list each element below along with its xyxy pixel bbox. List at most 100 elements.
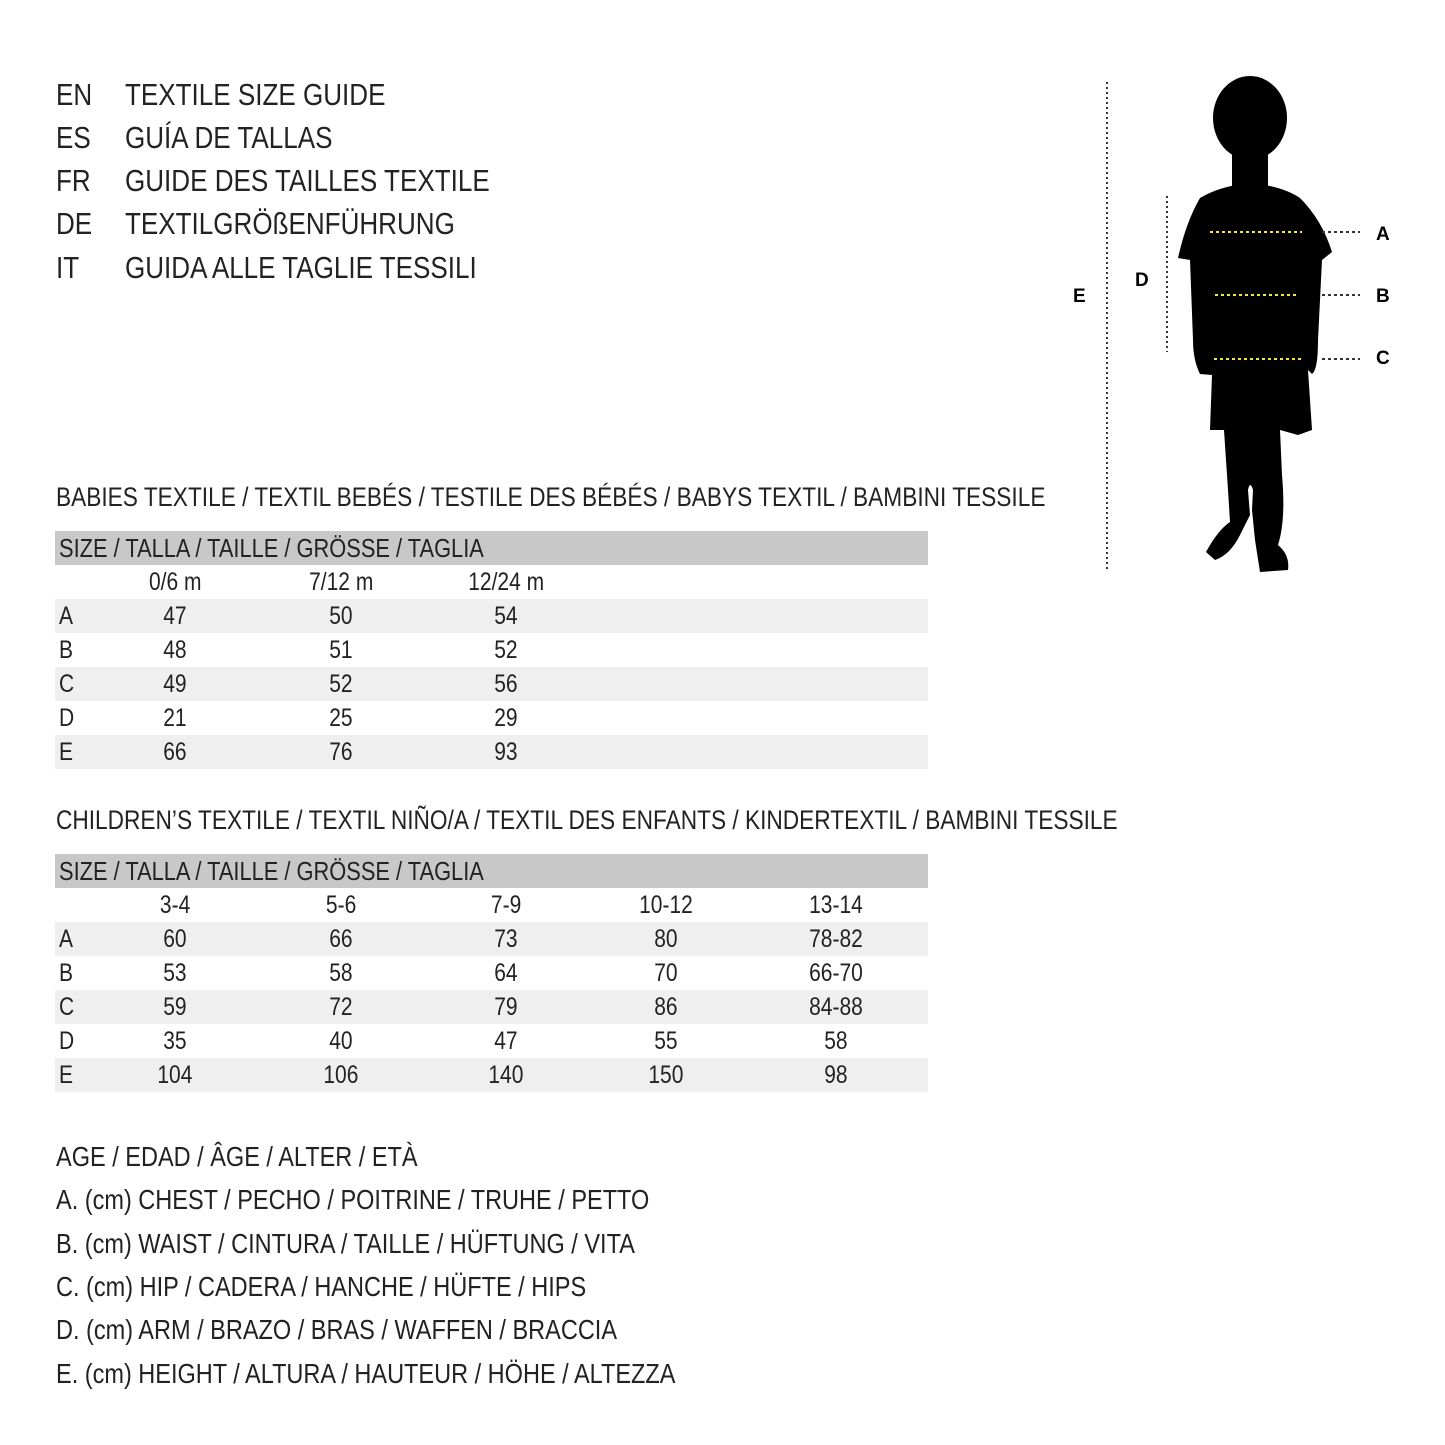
row-label: A bbox=[59, 925, 74, 953]
table-cell: 70 bbox=[596, 956, 736, 990]
title-text: GUIDE DES TAILLES TEXTILE bbox=[125, 163, 490, 198]
table-cell: 35 bbox=[105, 1024, 245, 1058]
row-label: C bbox=[59, 993, 75, 1021]
table-cell: 79 bbox=[436, 990, 576, 1024]
legend-text: A. (cm) CHEST / PECHO / POITRINE / TRUHE… bbox=[56, 1184, 650, 1215]
table-cell: 29 bbox=[436, 701, 576, 735]
child-silhouette-icon bbox=[1178, 76, 1332, 572]
table-row: B 48 51 52 bbox=[55, 633, 928, 667]
babies-heading: BABIES TEXTILE / TEXTIL BEBÉS / TESTILE … bbox=[56, 480, 1234, 514]
legend-text: B. (cm) WAIST / CINTURA / TAILLE / HÜFTU… bbox=[56, 1228, 635, 1259]
cell-value: 60 bbox=[163, 925, 187, 953]
legend-item: B. (cm) WAIST / CINTURA / TAILLE / HÜFTU… bbox=[56, 1226, 745, 1262]
babies-size-table: SIZE / TALLA / TAILLE / GRÖSSE / TAGLIA … bbox=[55, 531, 928, 769]
cell-value: 78-82 bbox=[809, 925, 863, 953]
cell-value: 66 bbox=[329, 925, 353, 953]
cell-value: 29 bbox=[494, 704, 518, 732]
cell-value: 86 bbox=[654, 993, 678, 1021]
table-cell: 66-70 bbox=[766, 956, 906, 990]
heading-text: BABIES TEXTILE / TEXTIL BEBÉS / TESTILE … bbox=[56, 482, 1046, 512]
column-header: 0/6 m bbox=[148, 568, 202, 596]
table-cell: 86 bbox=[596, 990, 736, 1024]
table-cell: 140 bbox=[436, 1058, 576, 1092]
cell-value: 59 bbox=[163, 993, 187, 1021]
cell-value: 140 bbox=[488, 1061, 524, 1089]
row-label: D bbox=[59, 1027, 75, 1055]
table-cell: 98 bbox=[766, 1058, 906, 1092]
cell-value: 47 bbox=[494, 1027, 518, 1055]
size-header-text: SIZE / TALLA / TAILLE / GRÖSSE / TAGLIA bbox=[59, 533, 484, 563]
title-text: TEXTILGRÖßENFÜHRUNG bbox=[125, 206, 455, 241]
row-label: E bbox=[59, 1061, 74, 1089]
table-cell: 84-88 bbox=[766, 990, 906, 1024]
column-header: 5-6 bbox=[325, 891, 357, 919]
table-cell: 80 bbox=[596, 922, 736, 956]
row-label: E bbox=[59, 738, 74, 766]
table-cell: 150 bbox=[596, 1058, 736, 1092]
table-cell: 58 bbox=[766, 1024, 906, 1058]
cell-value: 66-70 bbox=[809, 959, 863, 987]
legend-item: D. (cm) ARM / BRAZO / BRAS / WAFFEN / BR… bbox=[56, 1312, 724, 1348]
cell-value: 40 bbox=[329, 1027, 353, 1055]
cell-value: 55 bbox=[654, 1027, 678, 1055]
table-row: C 49 52 56 bbox=[55, 667, 928, 701]
table-cell: 21 bbox=[105, 701, 245, 735]
column-header: 10-12 bbox=[639, 891, 693, 919]
column-header: 13-14 bbox=[809, 891, 863, 919]
table-cell: 53 bbox=[105, 956, 245, 990]
cell-value: 53 bbox=[163, 959, 187, 987]
cell-value: 50 bbox=[329, 602, 353, 630]
table-cell: 51 bbox=[271, 633, 411, 667]
cell-value: 56 bbox=[494, 670, 518, 698]
size-header-text: SIZE / TALLA / TAILLE / GRÖSSE / TAGLIA bbox=[59, 856, 484, 886]
table-row: E 66 76 93 bbox=[55, 735, 928, 769]
table-cell: 48 bbox=[105, 633, 245, 667]
cell-value: 54 bbox=[494, 602, 518, 630]
table-cell: 73 bbox=[436, 922, 576, 956]
legend-text: C. (cm) HIP / CADERA / HANCHE / HÜFTE / … bbox=[56, 1271, 587, 1302]
table-row: A 47 50 54 bbox=[55, 599, 928, 633]
column-header: 3-4 bbox=[159, 891, 191, 919]
cell-value: 51 bbox=[329, 636, 353, 664]
legend-text: AGE / EDAD / ÂGE / ALTER / ETÀ bbox=[56, 1141, 418, 1172]
cell-value: 106 bbox=[323, 1061, 359, 1089]
row-label: B bbox=[59, 636, 74, 664]
lang-code: ES bbox=[56, 120, 91, 155]
cell-value: 48 bbox=[163, 636, 187, 664]
cell-value: 49 bbox=[163, 670, 187, 698]
table-cell: 54 bbox=[436, 599, 576, 633]
table-cell: 93 bbox=[436, 735, 576, 769]
table-cell: 25 bbox=[271, 701, 411, 735]
legend-text: E. (cm) HEIGHT / ALTURA / HAUTEUR / HÖHE… bbox=[56, 1358, 676, 1389]
table-cell: 47 bbox=[105, 599, 245, 633]
heading-text: CHILDREN’S TEXTILE / TEXTIL NIÑO/A / TEX… bbox=[56, 805, 1118, 835]
column-header-row: 3-4 5-6 7-9 10-12 13-14 bbox=[55, 888, 928, 922]
column-header: 12/24 m bbox=[468, 568, 544, 596]
table-row: A 60 66 73 80 78-82 bbox=[55, 922, 928, 956]
cell-value: 52 bbox=[494, 636, 518, 664]
legend-item: AGE / EDAD / ÂGE / ALTER / ETÀ bbox=[56, 1139, 487, 1175]
cell-value: 73 bbox=[494, 925, 518, 953]
table-cell: 104 bbox=[105, 1058, 245, 1092]
table-row: D 35 40 47 55 58 bbox=[55, 1024, 928, 1058]
table-cell: 78-82 bbox=[766, 922, 906, 956]
label-b: B bbox=[1376, 286, 1390, 307]
cell-value: 84-88 bbox=[809, 993, 863, 1021]
lang-code: EN bbox=[56, 77, 93, 112]
table-cell: 106 bbox=[271, 1058, 411, 1092]
cell-value: 104 bbox=[157, 1061, 193, 1089]
cell-value: 35 bbox=[163, 1027, 187, 1055]
label-c: C bbox=[1376, 348, 1390, 369]
cell-value: 79 bbox=[494, 993, 518, 1021]
cell-value: 58 bbox=[824, 1027, 848, 1055]
legend-text: D. (cm) ARM / BRAZO / BRAS / WAFFEN / BR… bbox=[56, 1314, 618, 1345]
children-heading: CHILDREN’S TEXTILE / TEXTIL NIÑO/A / TEX… bbox=[56, 803, 1320, 837]
cell-value: 25 bbox=[329, 704, 353, 732]
table-cell: 52 bbox=[271, 667, 411, 701]
row-label: D bbox=[59, 704, 75, 732]
lang-code: DE bbox=[56, 206, 93, 241]
row-label: C bbox=[59, 670, 75, 698]
table-row: E 104 106 140 150 98 bbox=[55, 1058, 928, 1092]
legend-item: C. (cm) HIP / CADERA / HANCHE / HÜFTE / … bbox=[56, 1269, 687, 1305]
children-size-table: SIZE / TALLA / TAILLE / GRÖSSE / TAGLIA … bbox=[55, 854, 928, 1092]
